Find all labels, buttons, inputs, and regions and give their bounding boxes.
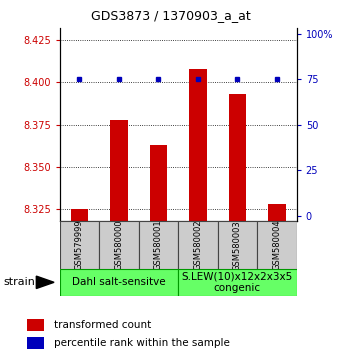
Bar [27,319,44,331]
Polygon shape [36,276,54,289]
Text: GDS3873 / 1370903_a_at: GDS3873 / 1370903_a_at [91,9,250,22]
Bar [150,145,167,221]
Bar [60,221,99,269]
Bar [110,120,128,221]
Bar [60,269,178,296]
Bar [27,337,44,349]
Text: GSM580000: GSM580000 [115,220,123,270]
Bar [178,221,218,269]
Text: GSM580001: GSM580001 [154,220,163,270]
Bar [218,221,257,269]
Bar [257,221,297,269]
Bar [189,69,207,221]
Text: GSM580002: GSM580002 [193,220,203,270]
Bar [139,221,178,269]
Bar [71,209,88,221]
Bar [268,204,286,221]
Bar [228,94,246,221]
Text: GSM579999: GSM579999 [75,220,84,270]
Text: transformed count: transformed count [54,320,151,330]
Text: strain: strain [3,277,35,287]
Text: Dahl salt-sensitve: Dahl salt-sensitve [72,277,166,287]
Text: GSM580003: GSM580003 [233,220,242,270]
Bar [178,269,297,296]
Text: percentile rank within the sample: percentile rank within the sample [54,338,230,348]
Text: S.LEW(10)x12x2x3x5
congenic: S.LEW(10)x12x2x3x5 congenic [182,272,293,293]
Bar [99,221,139,269]
Text: GSM580004: GSM580004 [272,220,281,270]
